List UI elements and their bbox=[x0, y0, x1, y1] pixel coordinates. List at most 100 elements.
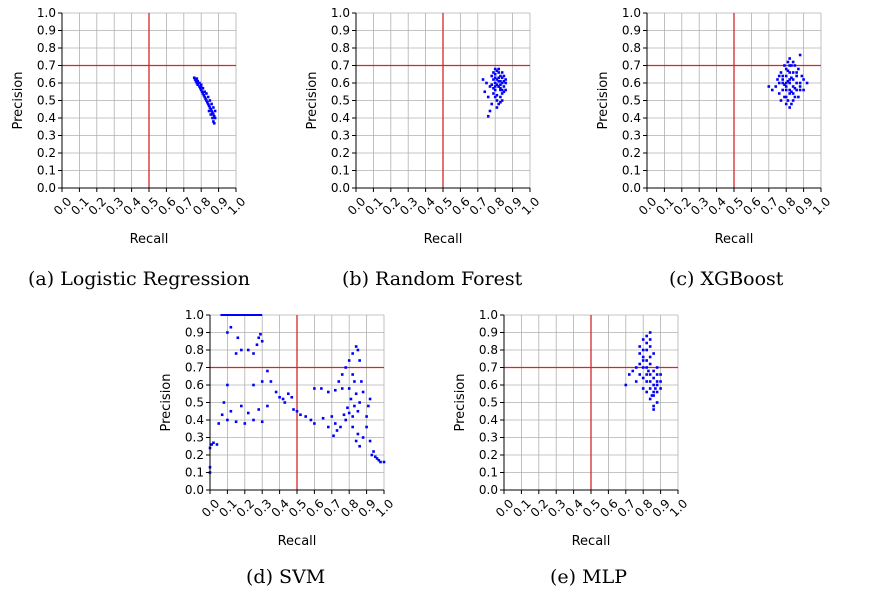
data-point bbox=[207, 109, 211, 113]
data-point bbox=[283, 401, 287, 404]
data-point bbox=[493, 85, 497, 88]
data-point bbox=[500, 92, 504, 95]
data-point bbox=[497, 102, 500, 106]
data-point bbox=[240, 348, 243, 352]
y-tick-label: 0.5 bbox=[185, 396, 204, 410]
data-point bbox=[330, 415, 334, 418]
data-point bbox=[358, 444, 361, 448]
data-point bbox=[368, 397, 372, 401]
y-tick-label: 0.7 bbox=[331, 59, 350, 73]
data-point bbox=[786, 60, 790, 64]
data-point bbox=[638, 362, 642, 366]
data-point bbox=[240, 404, 243, 408]
data-point bbox=[203, 90, 206, 94]
x-axis-label: Recall bbox=[715, 232, 754, 247]
data-point bbox=[798, 53, 802, 57]
data-point bbox=[791, 60, 795, 64]
data-point bbox=[791, 71, 795, 74]
data-point bbox=[645, 334, 648, 338]
y-tick-label: 0.0 bbox=[622, 181, 641, 195]
data-point bbox=[353, 380, 356, 383]
caption-d-text: SVM bbox=[279, 566, 326, 588]
data-point bbox=[655, 401, 659, 404]
y-tick-label: 0.0 bbox=[479, 483, 498, 497]
data-point bbox=[313, 387, 316, 390]
data-point bbox=[213, 109, 217, 113]
y-tick-label: 0.1 bbox=[622, 164, 641, 178]
data-point bbox=[645, 373, 648, 376]
data-point bbox=[777, 74, 781, 78]
data-point bbox=[502, 79, 506, 83]
y-tick-label: 0.5 bbox=[37, 94, 56, 108]
data-point bbox=[784, 102, 788, 106]
y-tick-label: 0.4 bbox=[331, 111, 350, 125]
y-tick-label: 0.0 bbox=[185, 483, 204, 497]
data-point bbox=[504, 81, 507, 85]
data-point bbox=[645, 359, 648, 362]
data-point bbox=[802, 88, 805, 92]
data-point bbox=[356, 432, 360, 436]
caption-a-text: Logistic Regression bbox=[60, 268, 250, 290]
data-point bbox=[490, 74, 494, 78]
data-point bbox=[784, 67, 788, 71]
data-point bbox=[344, 366, 348, 369]
data-point bbox=[793, 95, 797, 99]
data-point bbox=[652, 394, 655, 397]
data-point bbox=[260, 380, 264, 383]
data-point bbox=[795, 71, 798, 74]
data-point bbox=[627, 373, 631, 376]
data-point bbox=[783, 64, 786, 67]
data-point bbox=[641, 376, 645, 380]
x-axis-label: Recall bbox=[278, 534, 317, 549]
data-point bbox=[260, 339, 264, 343]
data-point bbox=[255, 343, 259, 347]
data-point bbox=[202, 93, 206, 97]
y-tick-label: 0.8 bbox=[185, 343, 204, 357]
data-point bbox=[652, 390, 655, 394]
data-point bbox=[499, 88, 502, 92]
data-point bbox=[356, 348, 360, 352]
data-point bbox=[213, 116, 217, 120]
data-point bbox=[655, 380, 659, 383]
data-point bbox=[259, 332, 262, 336]
data-point bbox=[788, 81, 791, 85]
data-point bbox=[212, 114, 216, 118]
data-point bbox=[266, 404, 269, 408]
y-tick-label: 0.1 bbox=[37, 164, 56, 178]
data-point bbox=[212, 113, 215, 116]
data-point bbox=[354, 439, 358, 443]
data-point bbox=[490, 102, 494, 106]
data-point bbox=[638, 352, 642, 355]
data-point bbox=[641, 355, 645, 359]
y-tick-label: 0.2 bbox=[331, 146, 350, 160]
caption-d: (d) SVM bbox=[246, 566, 325, 588]
y-tick-label: 0.5 bbox=[479, 396, 498, 410]
data-point bbox=[650, 394, 654, 397]
data-point bbox=[372, 450, 375, 453]
data-point bbox=[356, 409, 360, 413]
data-point bbox=[206, 95, 210, 99]
data-point bbox=[493, 72, 497, 76]
data-point bbox=[351, 415, 354, 418]
data-point bbox=[655, 373, 659, 376]
x-tick-label: 1.0 bbox=[373, 496, 396, 519]
data-point bbox=[195, 77, 199, 80]
data-point bbox=[260, 420, 264, 424]
y-tick-label: 0.0 bbox=[37, 181, 56, 195]
data-point bbox=[346, 406, 349, 410]
data-point bbox=[368, 439, 372, 443]
data-point bbox=[652, 376, 655, 380]
data-point bbox=[192, 76, 196, 80]
data-point bbox=[495, 69, 499, 73]
data-point bbox=[229, 409, 233, 413]
data-point bbox=[194, 79, 198, 83]
data-point bbox=[786, 79, 790, 83]
data-point bbox=[226, 383, 229, 387]
data-point bbox=[212, 441, 215, 445]
y-axis-label: Precision bbox=[453, 373, 468, 431]
data-point bbox=[795, 74, 798, 78]
data-point bbox=[349, 397, 353, 401]
data-point bbox=[217, 422, 220, 425]
data-point bbox=[483, 90, 487, 94]
y-tick-label: 0.7 bbox=[622, 59, 641, 73]
